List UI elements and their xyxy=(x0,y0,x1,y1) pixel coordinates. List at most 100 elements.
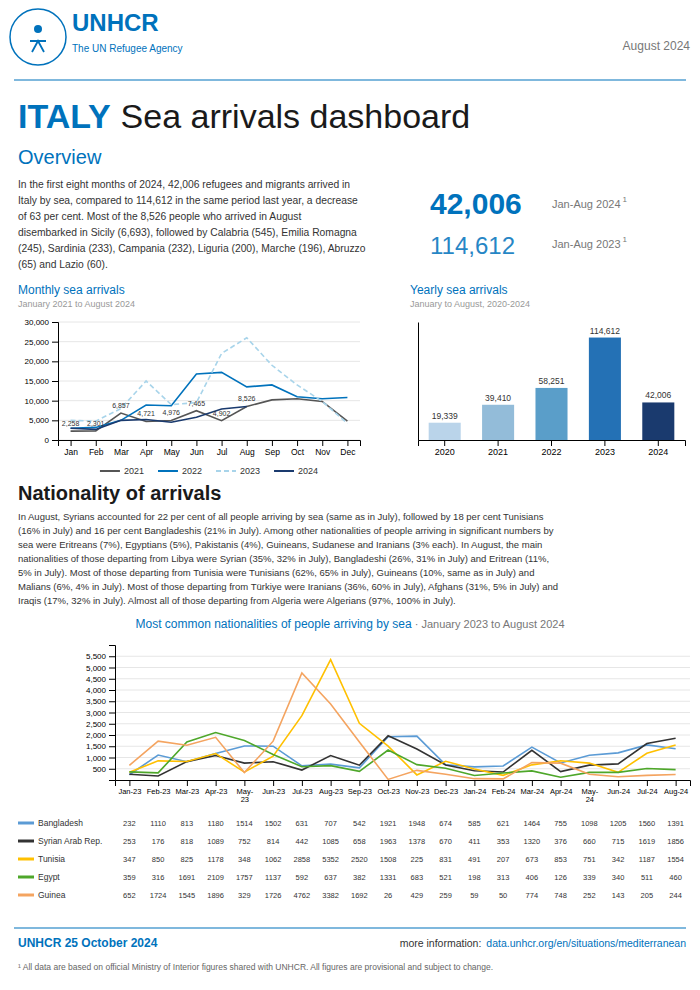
x-tick: Aug xyxy=(240,440,255,457)
bar xyxy=(429,423,461,440)
table-cell: 5352 xyxy=(322,855,339,864)
plot-area xyxy=(429,338,675,440)
table-cell: 1062 xyxy=(265,855,282,864)
x-tick-mark xyxy=(647,780,648,786)
section-title: Nationality of arrivals xyxy=(18,482,221,504)
x-axis: JanFebMarAprMayJunJulAugSepOctNovDec xyxy=(59,440,361,457)
table-cell: 751 xyxy=(583,855,596,864)
table-cell: 1137 xyxy=(265,873,281,882)
stat-label: Jan-Aug 2024 xyxy=(552,198,621,210)
x-tick: May-23 xyxy=(237,780,254,804)
title-rest: Sea arrivals dashboard xyxy=(121,97,471,135)
y-axis xyxy=(418,323,419,441)
y-tick-mark xyxy=(52,420,58,421)
legend-item: 2024 xyxy=(274,466,318,476)
dashboard: UNHCRThe UN Refugee AgencyAugust 2024ITA… xyxy=(0,0,700,990)
x-tick-mark xyxy=(146,440,147,446)
table-cell: 207 xyxy=(497,855,510,864)
x-tick-label: Jul-23 xyxy=(292,787,312,796)
table-cell: 316 xyxy=(152,873,165,882)
date: August 2024 xyxy=(623,39,691,53)
x-tick: Jan-23 xyxy=(118,780,141,796)
table-cell: 347 xyxy=(123,855,136,864)
table-cell: 715 xyxy=(612,837,625,846)
grid-line xyxy=(58,341,360,342)
table-cell: 1187 xyxy=(639,855,655,864)
table-cell: 376 xyxy=(554,837,567,846)
grid-line xyxy=(115,656,690,657)
x-tick-mark xyxy=(388,780,389,786)
y-tick-mark xyxy=(109,735,115,736)
table-cell: 244 xyxy=(669,891,682,900)
y-tick: 4,500 xyxy=(86,675,115,684)
table-cell: 825 xyxy=(181,855,194,864)
overview-line: (65) and Lazio (60). xyxy=(18,259,108,270)
x-tick-mark xyxy=(71,440,72,446)
grid-line xyxy=(58,361,360,362)
table-swatch xyxy=(18,876,34,879)
x-tick-mark xyxy=(322,440,323,446)
table-cell: 1921 xyxy=(380,819,397,828)
table-cell: 2520 xyxy=(351,855,368,864)
table-cell: 853 xyxy=(554,855,567,864)
x-tick-mark xyxy=(503,780,504,786)
table-cell: 1948 xyxy=(409,819,426,828)
legend-item: 2023 xyxy=(216,466,260,476)
x-tick: Oct-23 xyxy=(377,780,400,796)
data-label: 42,006 xyxy=(645,390,671,400)
x-tick-label: Sep xyxy=(265,447,280,457)
footer-label: more information: xyxy=(400,937,482,949)
x-tick-label: Jan xyxy=(64,447,78,457)
x-tick: Mar-23 xyxy=(175,780,199,796)
x-tick-label: Nov-23 xyxy=(405,787,429,796)
table-cell: 4762 xyxy=(294,891,311,900)
y-tick-label: 15,000 xyxy=(25,377,50,386)
y-tick-mark xyxy=(52,342,58,343)
table-cell: 1856 xyxy=(667,837,684,846)
x-axis-line xyxy=(419,441,686,447)
table-cell: 342 xyxy=(612,855,625,864)
legend-item: 2022 xyxy=(158,466,202,476)
logo-head xyxy=(34,25,42,33)
x-tick-label: Mar xyxy=(114,447,129,457)
separator xyxy=(14,79,686,80)
table-cell: 660 xyxy=(583,837,596,846)
bar xyxy=(642,402,674,440)
data-label: 58,251 xyxy=(539,376,565,386)
data-label: 114,612 xyxy=(590,326,620,336)
x-tick-mark xyxy=(216,780,217,786)
series-line xyxy=(71,372,348,428)
y-tick-label: 0 xyxy=(45,436,50,445)
table-cell: 126 xyxy=(554,873,567,882)
x-tick-label: Jun-23 xyxy=(262,787,285,796)
x-tick: 2021 xyxy=(488,440,508,457)
table-cell: 411 xyxy=(468,837,480,846)
x-tick-mark xyxy=(196,440,197,446)
table-cell: 339 xyxy=(583,873,596,882)
x-tick-mark xyxy=(658,440,659,446)
x-tick-mark xyxy=(247,440,248,446)
x-axis-line xyxy=(59,441,361,447)
table-cell: 26 xyxy=(384,891,392,900)
legend-swatch xyxy=(100,470,120,472)
y-tick-label: 2,000 xyxy=(86,731,107,740)
table-cell: 683 xyxy=(411,873,424,882)
legend-swatch xyxy=(274,470,294,472)
overview-line: In the first eight months of 2024, 42,00… xyxy=(18,179,350,190)
x-tick: Apr-23 xyxy=(205,780,228,796)
x-tick: Mar-24 xyxy=(520,780,544,796)
stat-note: 1 xyxy=(623,195,628,204)
x-tick-mark xyxy=(158,780,159,786)
overview-line: Italy by sea, compared to 114,612 in the… xyxy=(18,195,358,206)
data-label: 8,526 xyxy=(238,395,256,402)
table-cell: 348 xyxy=(238,855,251,864)
data-label: 4,976 xyxy=(162,409,180,416)
y-axis-line xyxy=(109,646,116,781)
x-tick-label: May xyxy=(164,447,181,457)
data-label: 2,258 xyxy=(62,420,80,427)
table-cell: 442 xyxy=(296,837,309,846)
table-cell: 1545 xyxy=(179,891,196,900)
table-cell: 1205 xyxy=(610,819,627,828)
x-tick-label: Jan-24 xyxy=(463,787,486,796)
x-tick: Dec-23 xyxy=(434,780,458,796)
